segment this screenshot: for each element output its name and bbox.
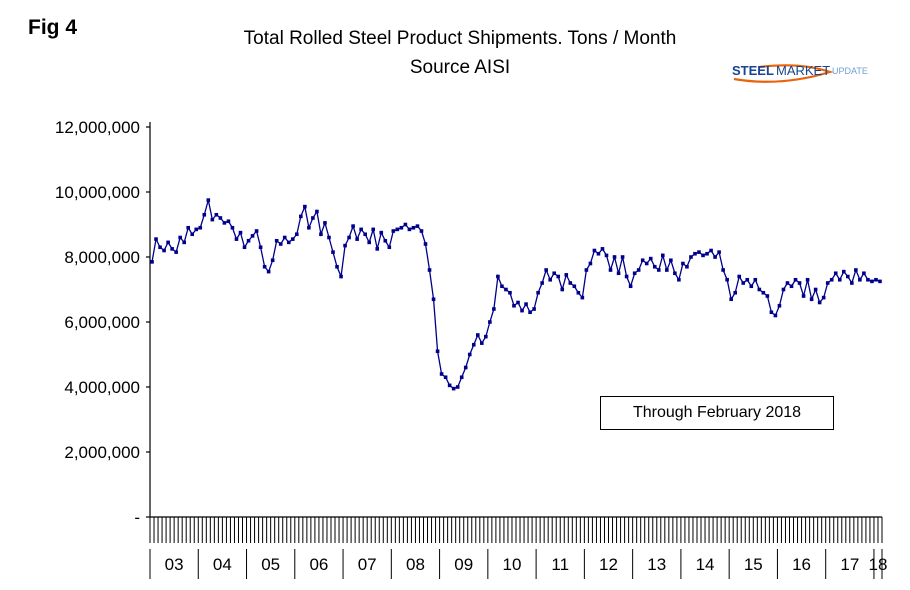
svg-text:4,000,000: 4,000,000 (64, 378, 140, 397)
svg-text:12: 12 (599, 555, 618, 574)
svg-text:17: 17 (840, 555, 859, 574)
svg-text:14: 14 (696, 555, 715, 574)
chart-area: - 2,000,000 4,000,000 6,000,000 8,000,000 10,… (0, 112, 910, 590)
svg-text:15: 15 (744, 555, 763, 574)
svg-text:03: 03 (165, 555, 184, 574)
chart-title: Total Rolled Steel Product Shipments. To… (243, 28, 677, 49)
logo-swoosh (733, 64, 834, 83)
data-series (150, 198, 882, 391)
svg-text:06: 06 (309, 555, 328, 574)
annotation-text: Through February 2018 (632, 404, 802, 421)
svg-text:2,000,000: 2,000,000 (64, 443, 140, 462)
x-axis (149, 516, 883, 543)
svg-text:07: 07 (358, 555, 377, 574)
svg-text:-: - (134, 508, 140, 527)
svg-text:6,000,000: 6,000,000 (64, 313, 140, 332)
logo-text-steel: STEEL (732, 63, 774, 78)
svg-text:12,000,000: 12,000,000 (55, 118, 140, 137)
shipments-line-chart: - 2,000,000 4,000,000 6,000,000 8,000,000 10,… (55, 118, 888, 579)
svg-text:8,000,000: 8,000,000 (64, 248, 140, 267)
svg-text:08: 08 (406, 555, 425, 574)
svg-text:10,000,000: 10,000,000 (55, 183, 140, 202)
title-block: Total Rolled Steel Product Shipments. To… (120, 24, 800, 83)
svg-text:04: 04 (213, 555, 232, 574)
y-axis: - 2,000,000 4,000,000 6,000,000 8,000,000 10,… (55, 118, 151, 527)
svg-text:16: 16 (792, 555, 811, 574)
steel-market-update-logo: STEEL MARKET UPDATE (730, 58, 870, 93)
svg-text:05: 05 (261, 555, 280, 574)
svg-text:11: 11 (551, 555, 569, 574)
figure-label: Fig 4 (28, 16, 78, 39)
logo-text-market: MARKET (776, 63, 830, 78)
annotation-box: Through February 2018 (600, 396, 834, 430)
svg-text:13: 13 (647, 555, 666, 574)
svg-text:09: 09 (454, 555, 473, 574)
logo-text-update: UPDATE (832, 66, 868, 76)
svg-text:10: 10 (503, 555, 522, 574)
chart-subtitle: Source AISI (409, 57, 511, 79)
logo-graphic: STEEL MARKET UPDATE (732, 63, 868, 83)
x-axis-year-labels: 03 04 05 06 07 08 09 10 11 12 13 14 15 16 17 18 (149, 549, 888, 579)
svg-text:18: 18 (869, 555, 888, 574)
